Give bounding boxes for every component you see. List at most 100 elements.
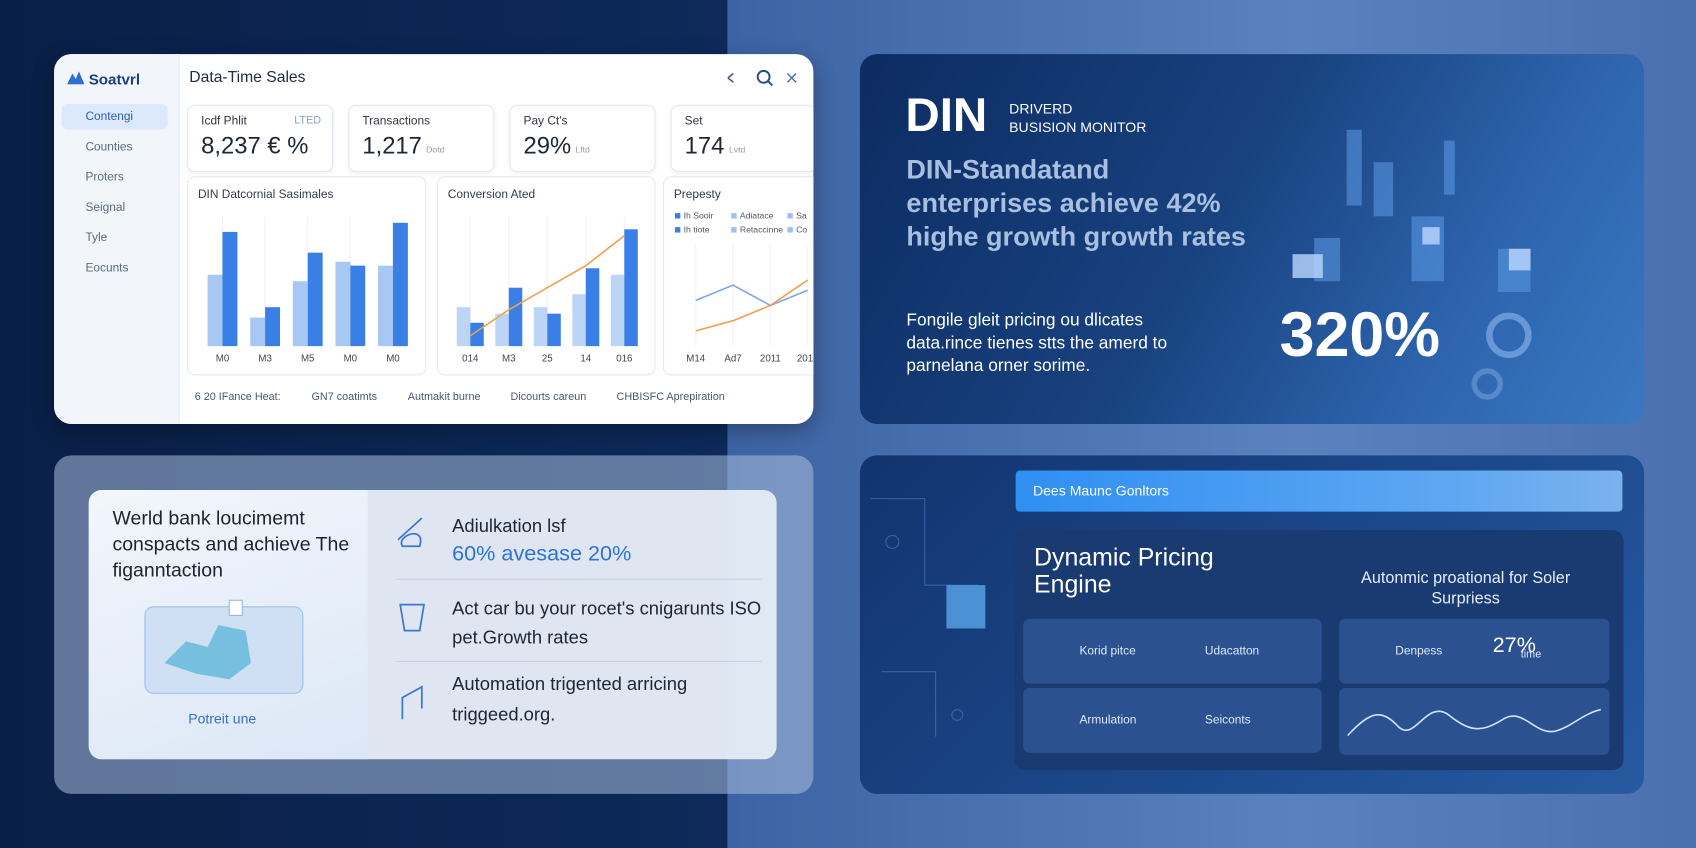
chart-title: DIN Datcornial Sasimales <box>197 188 334 202</box>
kpi-label: Transactions <box>362 114 431 128</box>
legend-swatch <box>787 213 793 219</box>
nav-item: Contengi <box>61 103 168 130</box>
bar <box>250 317 266 347</box>
shape <box>1346 129 1362 206</box>
bar <box>624 229 638 347</box>
x-tick-label: M5 <box>301 353 315 364</box>
shape <box>881 671 937 737</box>
divider <box>395 578 762 580</box>
bar <box>585 268 600 347</box>
x-tick-label: M0 <box>216 353 230 364</box>
chart-card: Prepesty Ih Sooir Adiatace Sa Ih tiote Retac… <box>663 176 814 376</box>
footer-item: Dicourts careun <box>510 391 587 404</box>
bar <box>456 307 471 347</box>
shape <box>1314 129 1531 293</box>
kpi-label: Set <box>684 114 703 128</box>
legend-swatch <box>674 213 681 219</box>
shape <box>885 534 900 549</box>
nav-item: Proters <box>85 170 124 184</box>
shape <box>1292 227 1531 278</box>
header-title: Data-Time Sales <box>189 69 306 87</box>
body-text: Fongile gleit pricing ou dlicates data.r… <box>906 311 1168 376</box>
brand-line: BUSISION MONITOR <box>1009 118 1147 136</box>
legend-swatch <box>787 227 793 233</box>
footer-item: Autmakit burne <box>407 391 481 404</box>
big-stat: 320% <box>1279 299 1441 370</box>
bar <box>533 307 548 347</box>
item-text: Automation trigented arricing triggeed.o… <box>452 673 688 725</box>
kpi-tag: LTED <box>294 114 322 127</box>
tile-stat: 27% <box>1492 633 1536 658</box>
top-bar-label: Dees Maunc Gonltors <box>1032 482 1169 499</box>
item-icons <box>397 517 426 720</box>
x-tick-label: 2018 <box>797 353 813 364</box>
header-icons <box>727 69 797 87</box>
kpi-sub: Dotd <box>426 144 445 155</box>
shape <box>1422 227 1440 245</box>
nav-item: Counties <box>85 140 133 154</box>
legend-swatch <box>731 227 737 233</box>
legend-swatch <box>731 213 737 219</box>
shape <box>727 72 734 83</box>
x-tick-label: Ad7 <box>724 353 741 364</box>
legend-label: Co <box>796 225 807 235</box>
shape <box>1339 687 1610 755</box>
bar <box>307 252 323 347</box>
map-caption: Potreit une <box>188 710 257 727</box>
legend-label: Retaccinne <box>740 225 783 235</box>
kpi-value: 29% <box>523 131 572 159</box>
legend-label: Adiatace <box>740 210 774 220</box>
sparkline-tile <box>1339 687 1610 755</box>
brand: Soatvrl <box>88 70 141 88</box>
shape <box>1443 140 1455 195</box>
brand-line: DRIVERD <box>1009 100 1073 117</box>
legend-label: Ih Sooir <box>684 210 714 220</box>
brand-mark: DIN <box>905 88 988 142</box>
bar <box>572 294 586 347</box>
tile-label: Korid pitce <box>1079 644 1136 658</box>
x-tick-label: M3 <box>258 353 272 364</box>
sidebar: Soatvrl Contengi Counties Proters Seignal Ty… <box>54 54 180 424</box>
shape <box>228 599 243 616</box>
line-series <box>469 235 625 337</box>
legend-swatch <box>674 227 681 233</box>
bar <box>508 287 523 347</box>
bar <box>495 313 509 347</box>
promo-panel: DIN DRIVERD BUSISION MONITOR DIN-Standata… <box>859 54 1645 424</box>
tile-extra: Seiconts <box>1204 713 1251 727</box>
line-series <box>695 284 809 307</box>
shape <box>951 709 964 721</box>
shape <box>1373 162 1394 217</box>
line-series <box>695 279 809 332</box>
chart: M0 M3 M5 M0 M0 <box>207 216 408 364</box>
x-tick-label: M14 <box>686 353 706 364</box>
chart: 014 M3 25 14 016 <box>456 216 638 364</box>
shape <box>164 625 251 680</box>
divider <box>395 660 762 662</box>
chart-card: DIN Datcornial Sasimales M0 M3 M5 M0 M0 <box>187 176 427 376</box>
sales-dashboard: Soatvrl Contengi Counties Proters Seignal Ty… <box>54 54 814 424</box>
engine-subtitle: Autonmic proational for Soler Surpriess <box>1360 568 1571 608</box>
legend-label: Ih tiote <box>684 225 710 235</box>
item-text: Act car bu your rocet's cnigarunts ISO p… <box>452 598 762 648</box>
engine-panel: Dees Maunc Gonltors Dynamic Pricing Engi… <box>859 455 1645 794</box>
chart-card: Conversion Ated 014 M3 25 14 016 <box>436 176 656 376</box>
legend-label: Sa <box>796 210 807 220</box>
x-tick-label: 016 <box>616 353 632 364</box>
shape <box>767 80 773 87</box>
chart-title: Prepesty <box>673 188 721 202</box>
bar <box>265 307 281 347</box>
info-heading: Werld bank loucimemt conspacts and achie… <box>112 507 350 581</box>
tile <box>1023 618 1322 684</box>
tile <box>1023 687 1322 753</box>
shape <box>756 69 771 84</box>
info-card: Werld bank loucimemt conspacts and achie… <box>88 489 777 760</box>
shape <box>870 498 979 586</box>
kpi-value: 1,217 <box>362 131 422 159</box>
kpi-value: 174 <box>684 131 725 159</box>
tile-unit: time <box>1520 648 1542 661</box>
x-tick-label: M0 <box>344 353 358 364</box>
chart-title: Conversion Ated <box>447 188 536 202</box>
shape <box>67 71 85 85</box>
